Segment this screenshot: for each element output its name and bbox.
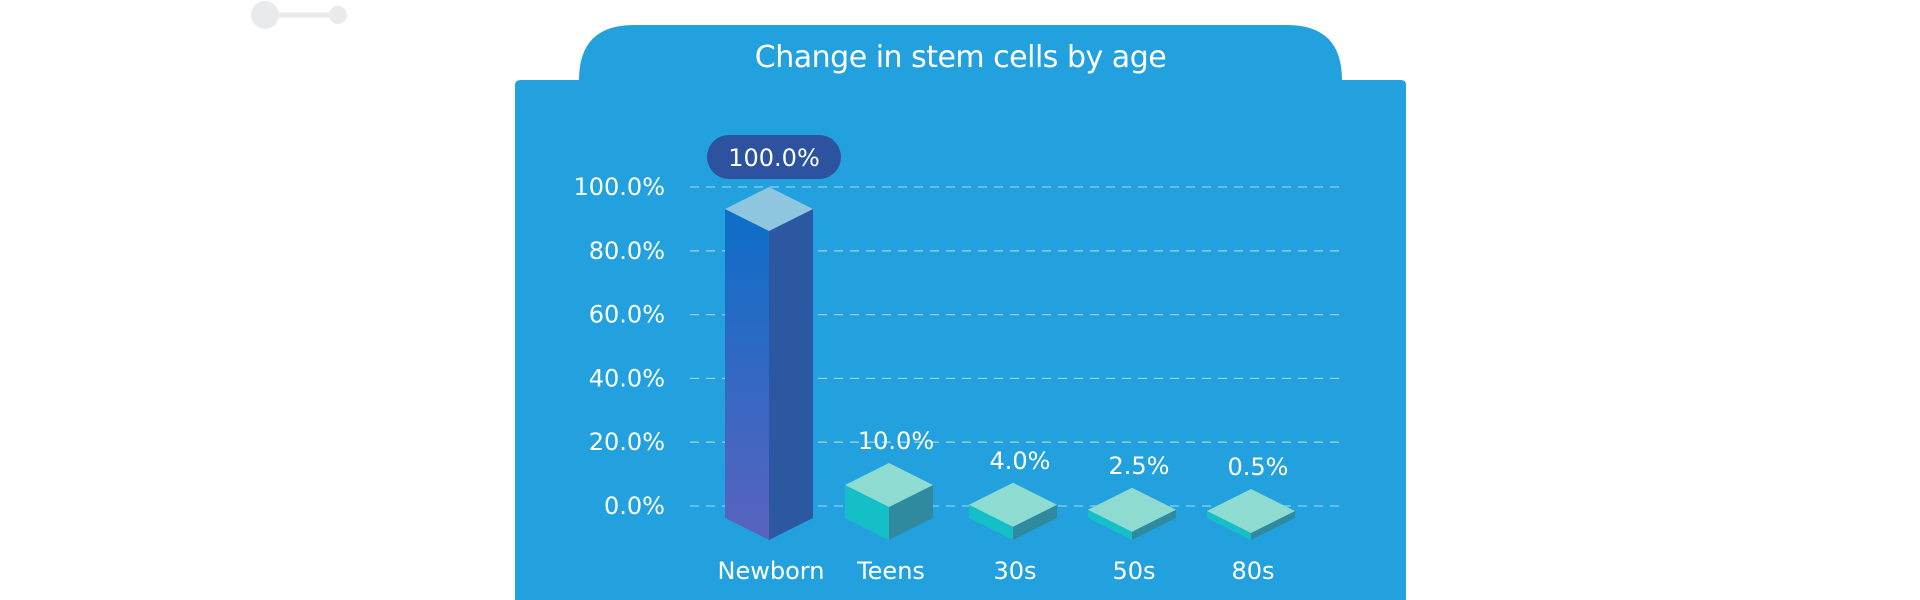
bar-front [725, 209, 769, 540]
connector-node-left [251, 1, 279, 29]
x-axis-labels: Newborn Teens 30s 50s 80s [718, 557, 1275, 585]
y-tick-label: 80.0% [589, 237, 665, 265]
value-label: 10.0% [858, 427, 934, 455]
bar-side [1013, 504, 1057, 540]
chart-title: Change in stem cells by age [754, 40, 1167, 75]
y-axis-ticks: 0.0% 20.0% 40.0% 60.0% 80.0% 100.0% [573, 173, 665, 520]
bar-top [1088, 487, 1176, 532]
bar-side [889, 485, 933, 540]
y-tick-label: 100.0% [573, 173, 665, 201]
bars [725, 187, 1295, 540]
bar-front [845, 485, 889, 540]
bar-side [1132, 509, 1176, 540]
value-labels: 100.0% 10.0% 4.0% 2.5% 0.5% [707, 135, 1288, 481]
bar-top [845, 463, 933, 507]
value-label: 100.0% [728, 144, 820, 172]
x-tick-label: 30s [993, 557, 1036, 585]
x-tick-label: 80s [1231, 557, 1274, 585]
connector-decoration [251, 1, 347, 29]
x-tick-label: Newborn [718, 557, 825, 585]
bar-top [969, 482, 1057, 527]
bar-top [725, 187, 813, 231]
y-tick-label: 0.0% [604, 492, 665, 520]
bar-top [1207, 489, 1295, 533]
bar-side [1251, 511, 1295, 540]
connector-node-right [329, 6, 347, 24]
value-label: 2.5% [1109, 452, 1170, 480]
bar-front [1088, 509, 1132, 540]
x-tick-label: 50s [1112, 557, 1155, 585]
value-label: 4.0% [990, 447, 1051, 475]
bar-front [969, 504, 1013, 540]
y-tick-label: 60.0% [589, 301, 665, 329]
x-tick-label: Teens [856, 557, 925, 585]
bar-side [769, 209, 813, 540]
y-tick-label: 40.0% [589, 364, 665, 392]
value-label: 0.5% [1228, 453, 1289, 481]
y-tick-label: 20.0% [589, 428, 665, 456]
bar-front [1207, 511, 1251, 540]
value-badge [707, 135, 841, 179]
